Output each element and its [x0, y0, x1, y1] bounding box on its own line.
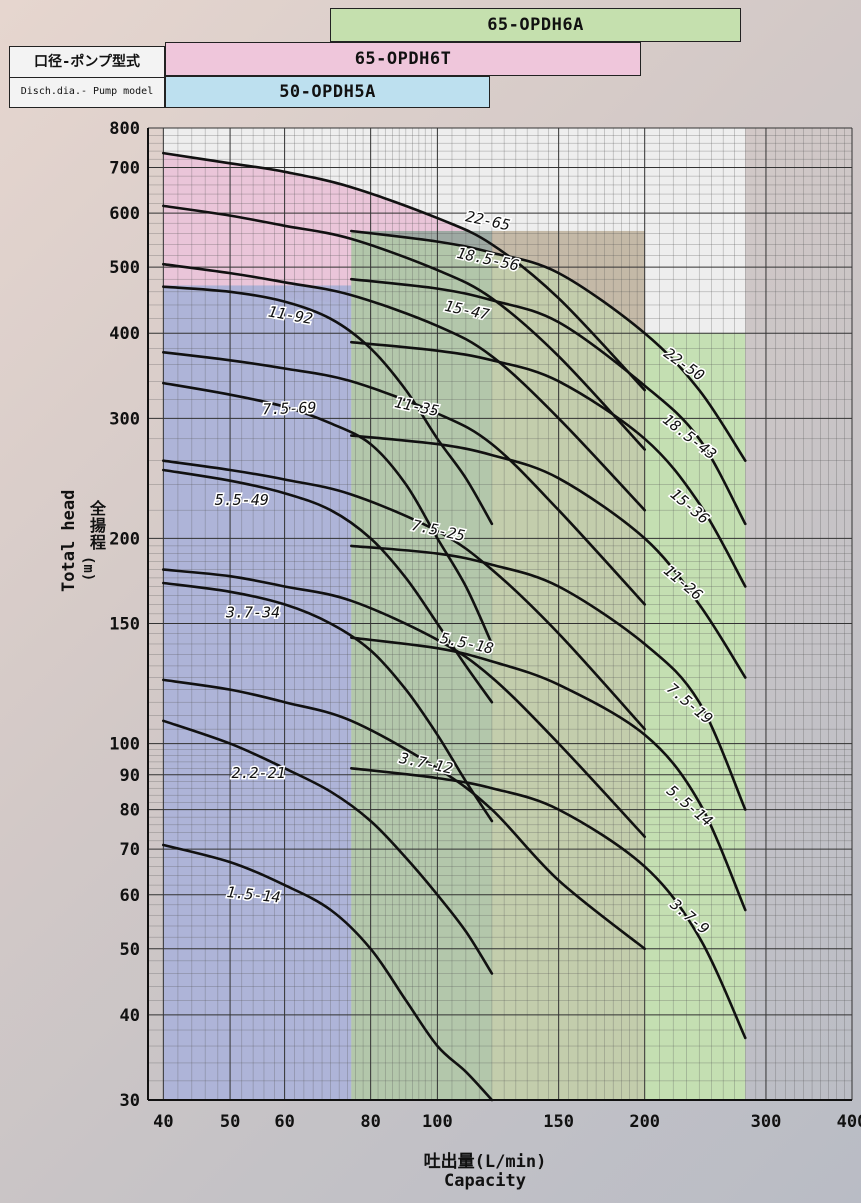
y-axis-unit: (m): [80, 556, 96, 582]
x-tick-label: 40: [153, 1112, 173, 1132]
band-label: 50-OPDH5A: [279, 82, 376, 102]
performance-chart: 22-6518.5-5615-4711-9211-357.5-695.5-497…: [109, 119, 861, 1132]
y-tick-label: 70: [120, 840, 140, 860]
series-curve-11-35: [162, 351, 646, 606]
y-tick-label: 800: [109, 119, 140, 139]
curve-label-7.5-69: 7.5-69: [262, 399, 317, 419]
series-curve-7.5-19: [350, 544, 747, 811]
series-curve-7.5-25: [162, 459, 646, 731]
series-curve-3.7-9: [350, 767, 747, 1040]
y-tick-label: 200: [109, 529, 140, 549]
y-axis-label: Total head: [50, 480, 90, 600]
band-65-opdh6a: 65-OPDH6A: [330, 8, 741, 42]
x-axis-label-jp: 吐出量(L/min): [423, 1152, 547, 1172]
x-tick-label: 60: [274, 1112, 294, 1132]
y-tick-label: 50: [120, 940, 140, 960]
series-curve-3.7-12: [162, 678, 646, 951]
y-axis-label-jp: 全揚程: [89, 499, 106, 552]
band-50-opdh5a: 50-OPDH5A: [165, 76, 490, 108]
curve-label-3.7-34: 3.7-34: [225, 604, 280, 622]
y-tick-label: 40: [120, 1006, 140, 1026]
y-tick-label: 90: [120, 766, 140, 786]
y-tick-label: 600: [109, 204, 140, 224]
y-tick-label: 400: [109, 324, 140, 344]
series-curve-11-26: [350, 434, 747, 679]
curve-label-2.2-21: 2.2-21: [231, 764, 285, 782]
series-curve-15-47: [162, 262, 646, 512]
x-tick-label: 400: [837, 1112, 861, 1132]
y-tick-label: 80: [120, 801, 140, 821]
header-label-jp: 口径-ポンプ型式: [10, 47, 164, 78]
x-tick-label: 300: [751, 1112, 782, 1132]
series-curve-22-65: [162, 151, 646, 392]
y-axis-label-en: Total head: [59, 490, 79, 592]
band-65-opdh6t: 65-OPDH6T: [165, 42, 641, 76]
x-tick-label: 100: [422, 1112, 453, 1132]
y-tick-label: 100: [109, 735, 140, 755]
y-tick-label: 700: [109, 159, 140, 179]
series-curve-5.5-14: [350, 636, 747, 912]
region-50-OPDH5A: [163, 285, 352, 1100]
y-tick-label: 60: [120, 886, 140, 906]
series-curve-15-36: [350, 340, 747, 588]
y-tick-label: 500: [109, 258, 140, 278]
band-label: 65-OPDH6T: [354, 49, 452, 69]
y-tick-label: 300: [109, 409, 140, 429]
y-tick-label: 150: [109, 615, 140, 635]
series-curve-1.5-14: [162, 843, 494, 1102]
band-label: 65-OPDH6A: [487, 15, 584, 35]
x-axis-label-en: Capacity: [444, 1171, 526, 1191]
x-tick-label: 50: [220, 1112, 240, 1132]
y-tick-label: 30: [120, 1091, 140, 1111]
series-curve-22-50: [350, 229, 747, 462]
header-label-en: Disch.dia.- Pump model: [20, 86, 154, 97]
x-tick-label: 80: [360, 1112, 380, 1132]
series-curve-18.5-43: [350, 277, 747, 526]
pump-model-header-label: 口径-ポンプ型式 Disch.dia.- Pump model: [9, 46, 165, 108]
series-curve-11-92: [162, 285, 494, 526]
series-curve-3.7-34: [162, 581, 494, 823]
series-curve-5.5-18: [162, 568, 646, 838]
curve-label-5.5-49: 5.5-49: [215, 491, 269, 509]
series-curve-2.2-21: [162, 719, 494, 975]
series-curve-7.5-69: [162, 381, 494, 646]
x-tick-label: 150: [543, 1112, 574, 1132]
x-tick-label: 200: [629, 1112, 660, 1132]
series-curve-18.5-56: [162, 204, 646, 451]
